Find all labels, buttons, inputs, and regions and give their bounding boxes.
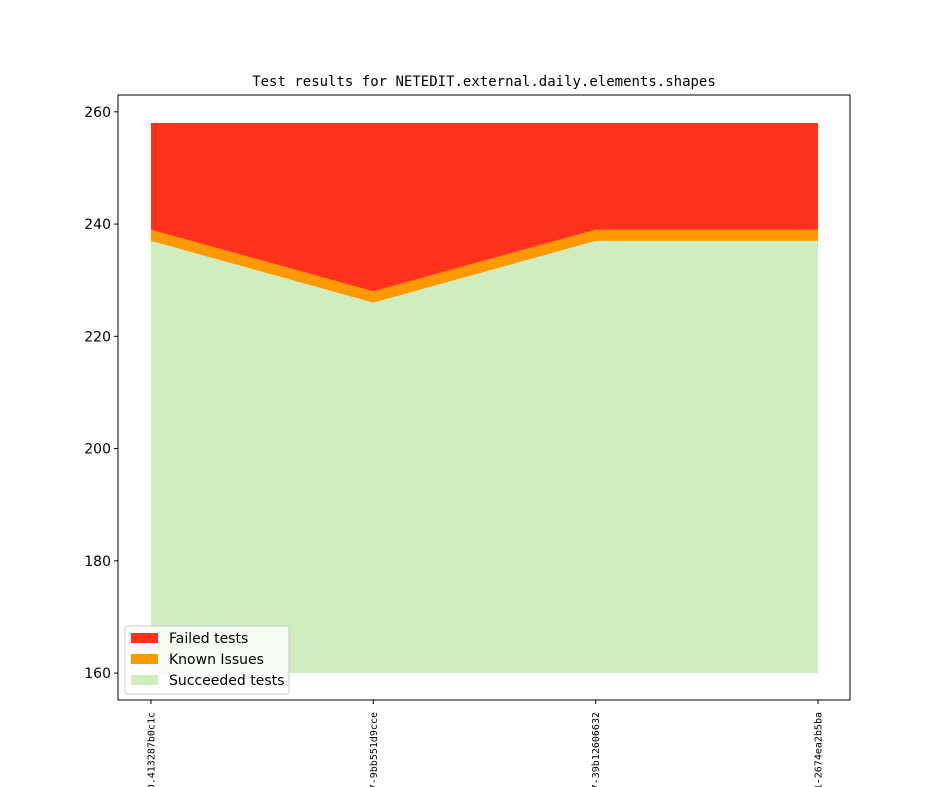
x-tick-label: 7-9bb551d9cce — [369, 712, 380, 787]
area-known-issues — [151, 229, 818, 303]
area-succeeded-tests — [151, 240, 818, 674]
y-tick-label: 220 — [84, 329, 111, 345]
y-tick-label: 240 — [84, 217, 111, 233]
area-failed-tests — [151, 123, 818, 292]
y-tick-label: 260 — [84, 105, 111, 121]
legend-swatch-known-issues — [131, 654, 158, 664]
y-tick-label: 160 — [84, 666, 111, 682]
x-axis: 0.413287b0c1c 7-9bb551d9cce 7-39b12606632 1… — [147, 700, 825, 787]
legend-box — [124, 625, 290, 695]
legend: Failed tests Known Issues Succeeded tests — [124, 625, 290, 695]
chart-title: Test results for NETEDIT.external.daily.… — [252, 74, 716, 90]
legend-label-failed-tests: Failed tests — [169, 631, 248, 647]
y-tick-label: 200 — [84, 442, 111, 458]
y-axis: 160 180 200 220 240 260 — [84, 105, 118, 682]
legend-label-succeeded-tests: Succeeded tests — [169, 673, 284, 689]
area-layers — [151, 123, 818, 674]
legend-swatch-succeeded-tests — [131, 675, 158, 685]
legend-swatch-failed-tests — [131, 633, 158, 643]
legend-label-known-issues: Known Issues — [169, 652, 264, 668]
plot-frame — [117, 94, 851, 701]
x-tick-label: 7-39b12606632 — [591, 712, 602, 787]
x-tick-label: 1-2674ea2b5ba — [814, 712, 825, 787]
y-tick-label: 180 — [84, 554, 111, 570]
x-tick-label: 0.413287b0c1c — [147, 712, 158, 787]
